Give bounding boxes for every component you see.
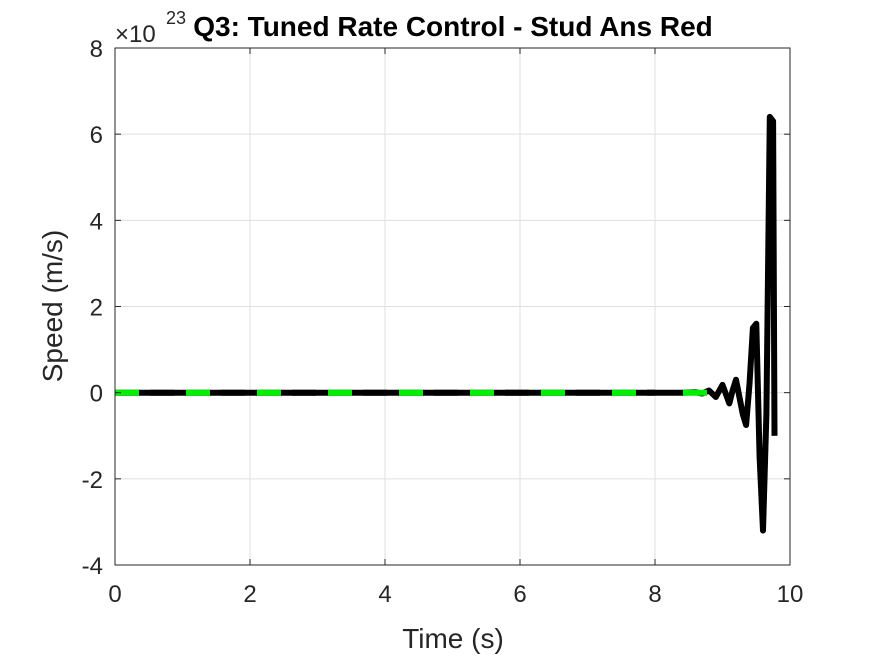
y-exponent-label: ×10 <box>115 21 156 48</box>
axes-frame <box>114 47 791 566</box>
y-tick-label: 0 <box>90 381 103 408</box>
x-tick-label: 4 <box>378 581 391 608</box>
series-layer <box>115 113 778 534</box>
x-tick-label: 8 <box>648 581 661 608</box>
x-tick-label: 10 <box>777 581 804 608</box>
y-tick-label: 2 <box>90 295 103 322</box>
y-tick-label: 4 <box>90 208 103 235</box>
y-tick-label: 8 <box>90 36 103 63</box>
x-tick-label: 6 <box>513 581 526 608</box>
x-axis-label: Time (s) <box>402 623 504 654</box>
x-tick-label: 2 <box>243 581 256 608</box>
y-tick-label: -4 <box>82 553 103 580</box>
chart-title: Q3: Tuned Rate Control - Stud Ans Red <box>193 11 713 42</box>
y-tick-labels: -4 -2 0 2 4 6 8 <box>82 36 103 580</box>
x-tick-label: 0 <box>108 581 121 608</box>
y-tick-label: -2 <box>82 467 103 494</box>
y-axis-label: Speed (m/s) <box>37 230 68 383</box>
axes-box <box>114 47 791 566</box>
y-tick-label: 6 <box>90 122 103 149</box>
y-exponent-power: 23 <box>166 8 186 28</box>
x-tick-labels: 0 2 4 6 8 10 <box>108 581 803 608</box>
